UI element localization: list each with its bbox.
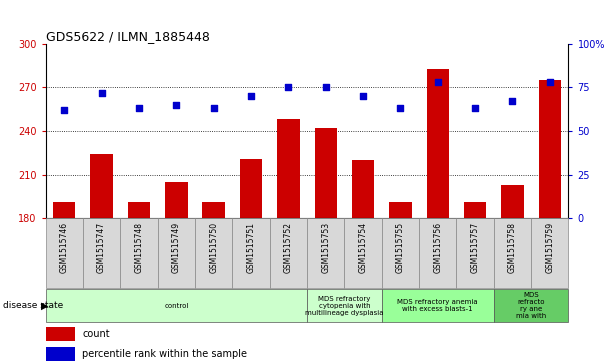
Text: GSM1515757: GSM1515757	[471, 222, 480, 273]
Text: GSM1515759: GSM1515759	[545, 222, 554, 273]
Point	[396, 106, 406, 111]
Bar	[46, 327, 75, 341]
Point	[433, 79, 443, 85]
Bar	[165, 182, 187, 218]
Text: GSM1515754: GSM1515754	[359, 222, 368, 273]
Bar	[494, 289, 568, 322]
Bar	[352, 160, 375, 218]
Bar	[157, 218, 195, 288]
Bar	[46, 218, 83, 288]
Point	[283, 85, 293, 90]
Bar	[427, 69, 449, 218]
Point	[246, 93, 256, 99]
Bar	[53, 202, 75, 218]
Bar	[464, 202, 486, 218]
Point	[171, 102, 181, 108]
Point	[470, 106, 480, 111]
Point	[508, 98, 517, 104]
Bar	[494, 218, 531, 288]
Bar	[457, 218, 494, 288]
Bar	[128, 202, 150, 218]
Bar	[195, 218, 232, 288]
Bar	[270, 218, 307, 288]
Text: MDS
refracto
ry ane
mia with: MDS refracto ry ane mia with	[516, 292, 546, 319]
Text: percentile rank within the sample: percentile rank within the sample	[82, 349, 247, 359]
Text: GSM1515750: GSM1515750	[209, 222, 218, 273]
Text: GSM1515746: GSM1515746	[60, 222, 69, 273]
Point	[134, 106, 144, 111]
Text: GSM1515748: GSM1515748	[134, 222, 143, 273]
Point	[358, 93, 368, 99]
Text: GSM1515752: GSM1515752	[284, 222, 293, 273]
Text: GSM1515758: GSM1515758	[508, 222, 517, 273]
Bar	[539, 80, 561, 218]
Bar	[46, 347, 75, 361]
Text: GSM1515749: GSM1515749	[172, 222, 181, 273]
Text: GSM1515756: GSM1515756	[434, 222, 442, 273]
Bar	[307, 218, 344, 288]
Point	[545, 79, 554, 85]
Bar	[91, 154, 113, 218]
Bar	[232, 218, 270, 288]
Text: GSM1515751: GSM1515751	[246, 222, 255, 273]
Bar	[83, 218, 120, 288]
Bar	[277, 119, 300, 218]
Bar	[382, 289, 494, 322]
Text: MDS refractory anemia
with excess blasts-1: MDS refractory anemia with excess blasts…	[398, 299, 478, 312]
Point	[97, 90, 106, 95]
Bar	[307, 289, 382, 322]
Text: GSM1515755: GSM1515755	[396, 222, 405, 273]
Bar	[314, 128, 337, 218]
Bar	[344, 218, 382, 288]
Point	[321, 85, 331, 90]
Bar	[382, 218, 419, 288]
Bar	[46, 289, 307, 322]
Text: disease state: disease state	[3, 301, 63, 310]
Bar	[531, 218, 568, 288]
Text: GDS5622 / ILMN_1885448: GDS5622 / ILMN_1885448	[46, 30, 210, 43]
Text: GSM1515747: GSM1515747	[97, 222, 106, 273]
Bar	[419, 218, 457, 288]
Bar	[240, 159, 262, 218]
Text: control: control	[164, 303, 188, 309]
Point	[60, 107, 69, 113]
Point	[209, 106, 218, 111]
Text: MDS refractory
cytopenia with
multilineage dysplasia: MDS refractory cytopenia with multilinea…	[305, 295, 384, 316]
Bar	[501, 185, 523, 218]
Bar	[389, 202, 412, 218]
Text: ▶: ▶	[41, 301, 49, 311]
Bar	[120, 218, 157, 288]
Text: GSM1515753: GSM1515753	[321, 222, 330, 273]
Text: count: count	[82, 329, 109, 339]
Bar	[202, 202, 225, 218]
